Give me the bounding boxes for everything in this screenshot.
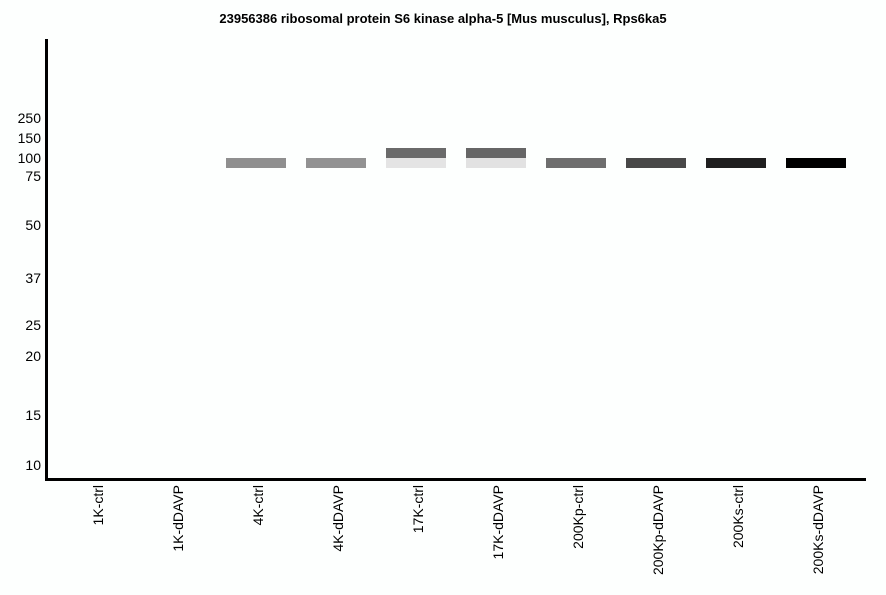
y-tick-label-75: 75 — [25, 168, 41, 184]
band-17K-dDAVP-main — [466, 158, 526, 168]
band-17K-dDAVP-upper — [466, 148, 526, 158]
lane-label-17K-ctrl: 17K-ctrl — [410, 485, 426, 534]
y-axis-line — [45, 39, 48, 481]
band-4K-dDAVP-main — [306, 158, 366, 168]
chart-title: 23956386 ribosomal protein S6 kinase alp… — [219, 11, 667, 26]
lane-label-200Ks-ctrl: 200Ks-ctrl — [730, 485, 746, 549]
lane-label-17K-dDAVP: 17K-dDAVP — [490, 485, 506, 560]
lane-label-4K-ctrl: 4K-ctrl — [250, 485, 266, 526]
y-tick-label-25: 25 — [25, 317, 41, 333]
band-200Kp-dDAVP-main — [626, 158, 686, 168]
lane-label-200Kp-ctrl: 200Kp-ctrl — [570, 485, 586, 549]
band-200Ks-dDAVP-main — [786, 158, 846, 168]
y-tick-label-15: 15 — [25, 407, 41, 423]
band-200Ks-ctrl-main — [706, 158, 766, 168]
lane-label-1K-dDAVP: 1K-dDAVP — [170, 485, 186, 552]
lane-label-1K-ctrl: 1K-ctrl — [90, 485, 106, 526]
band-4K-ctrl-main — [226, 158, 286, 168]
y-tick-label-250: 250 — [17, 110, 41, 126]
lane-label-4K-dDAVP: 4K-dDAVP — [330, 485, 346, 552]
y-tick-label-150: 150 — [17, 130, 41, 146]
y-tick-label-10: 10 — [25, 457, 41, 473]
lane-label-200Ks-dDAVP: 200Ks-dDAVP — [810, 485, 826, 575]
x-axis-line — [45, 478, 866, 481]
y-tick-label-20: 20 — [25, 348, 41, 364]
y-tick-label-100: 100 — [17, 150, 41, 166]
lane-label-200Kp-dDAVP: 200Kp-dDAVP — [650, 485, 666, 576]
band-17K-ctrl-upper — [386, 148, 446, 158]
band-17K-ctrl-main — [386, 158, 446, 168]
y-tick-label-50: 50 — [25, 217, 41, 233]
band-200Kp-ctrl-main — [546, 158, 606, 168]
y-tick-label-37: 37 — [25, 270, 41, 286]
